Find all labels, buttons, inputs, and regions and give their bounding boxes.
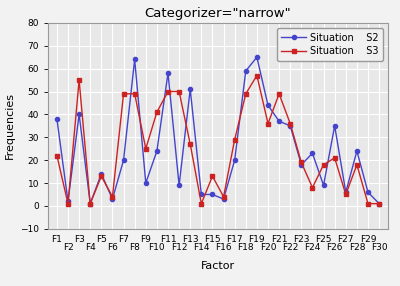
Text: F6: F6 [107, 243, 118, 251]
Situation    S3 [66, 202, 70, 205]
Situation    S2 [232, 158, 237, 162]
Text: F7: F7 [118, 235, 129, 244]
Situation    S2 [299, 163, 304, 166]
Situation    S2 [332, 124, 337, 128]
Text: F26: F26 [326, 243, 343, 251]
Situation    S3 [154, 110, 159, 114]
Situation    S2 [54, 117, 59, 121]
Text: F20: F20 [260, 243, 276, 251]
Situation    S3 [221, 195, 226, 198]
Text: F15: F15 [204, 235, 221, 244]
Situation    S2 [121, 158, 126, 162]
Text: F17: F17 [226, 235, 243, 244]
Text: F21: F21 [271, 235, 287, 244]
Situation    S2 [177, 184, 182, 187]
Situation    S3 [254, 74, 259, 77]
Situation    S2 [343, 190, 348, 194]
Situation    S3 [54, 154, 59, 157]
Text: F22: F22 [282, 243, 298, 251]
Situation    S3 [321, 163, 326, 166]
Text: F23: F23 [293, 235, 310, 244]
Situation    S3 [266, 122, 270, 125]
Situation    S2 [77, 113, 82, 116]
Text: F10: F10 [148, 243, 165, 251]
Text: F27: F27 [338, 235, 354, 244]
Situation    S3 [132, 92, 137, 96]
Situation    S3 [77, 78, 82, 82]
Situation    S3 [232, 138, 237, 141]
Text: F5: F5 [96, 235, 107, 244]
Situation    S3 [110, 195, 115, 198]
X-axis label: Factor: Factor [201, 261, 235, 271]
Text: F29: F29 [360, 235, 376, 244]
Text: F9: F9 [140, 235, 151, 244]
Text: F14: F14 [193, 243, 210, 251]
Situation    S3 [210, 174, 215, 178]
Situation    S2 [288, 124, 293, 128]
Situation    S3 [354, 163, 359, 166]
Text: F11: F11 [160, 235, 176, 244]
Text: F13: F13 [182, 235, 198, 244]
Situation    S3 [366, 202, 370, 205]
Text: F12: F12 [171, 243, 187, 251]
Text: F18: F18 [238, 243, 254, 251]
Situation    S2 [88, 202, 93, 205]
Situation    S3 [299, 161, 304, 164]
Situation    S2 [66, 200, 70, 203]
Text: F8: F8 [129, 243, 140, 251]
Situation    S2 [132, 58, 137, 61]
Text: F16: F16 [215, 243, 232, 251]
Situation    S3 [99, 174, 104, 178]
Line: Situation    S3: Situation S3 [55, 74, 381, 206]
Text: F25: F25 [315, 235, 332, 244]
Situation    S2 [243, 69, 248, 73]
Text: F2: F2 [63, 243, 73, 251]
Text: F28: F28 [349, 243, 365, 251]
Situation    S2 [354, 149, 359, 153]
Text: F1: F1 [52, 235, 62, 244]
Situation    S3 [243, 92, 248, 96]
Situation    S3 [310, 186, 315, 189]
Situation    S2 [377, 202, 382, 205]
Text: F30: F30 [371, 243, 388, 251]
Situation    S3 [277, 92, 282, 96]
Legend: Situation    S2, Situation    S3: Situation S2, Situation S3 [276, 28, 383, 61]
Situation    S2 [110, 197, 115, 201]
Situation    S3 [199, 202, 204, 205]
Situation    S3 [121, 92, 126, 96]
Situation    S3 [343, 193, 348, 196]
Situation    S2 [154, 149, 159, 153]
Situation    S2 [99, 172, 104, 176]
Situation    S2 [143, 181, 148, 185]
Situation    S3 [177, 90, 182, 93]
Y-axis label: Frequencies: Frequencies [4, 92, 14, 159]
Situation    S3 [332, 156, 337, 160]
Situation    S2 [277, 120, 282, 123]
Situation    S3 [377, 202, 382, 205]
Situation    S3 [166, 90, 170, 93]
Situation    S2 [254, 55, 259, 59]
Situation    S3 [188, 142, 193, 146]
Situation    S3 [288, 122, 293, 125]
Situation    S2 [221, 197, 226, 201]
Title: Categorizer="narrow": Categorizer="narrow" [145, 7, 291, 20]
Situation    S2 [266, 104, 270, 107]
Text: F24: F24 [304, 243, 321, 251]
Situation    S3 [88, 202, 93, 205]
Situation    S3 [143, 147, 148, 150]
Text: F19: F19 [248, 235, 265, 244]
Situation    S2 [199, 193, 204, 196]
Situation    S2 [188, 88, 193, 91]
Situation    S2 [210, 193, 215, 196]
Situation    S2 [321, 184, 326, 187]
Text: F3: F3 [74, 235, 84, 244]
Situation    S2 [310, 152, 315, 155]
Situation    S2 [366, 190, 370, 194]
Text: F4: F4 [85, 243, 96, 251]
Situation    S2 [166, 72, 170, 75]
Line: Situation    S2: Situation S2 [55, 55, 381, 206]
